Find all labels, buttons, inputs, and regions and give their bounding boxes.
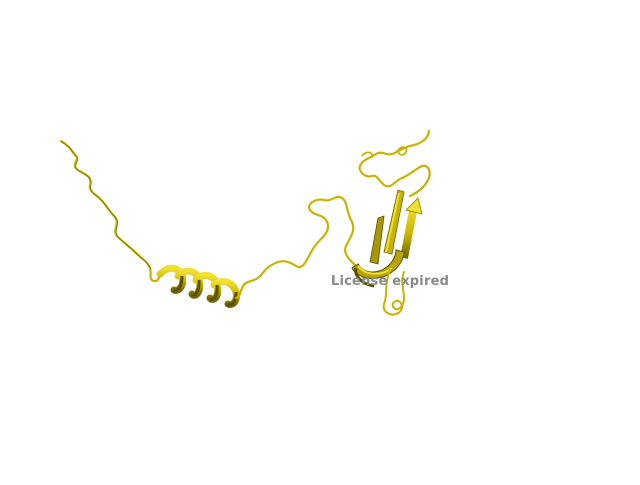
bottom-loop — [382, 269, 406, 316]
beta-sheet — [351, 189, 423, 288]
alpha-helix — [156, 264, 240, 308]
linker-coil — [234, 195, 358, 300]
license-watermark: License expired — [331, 274, 450, 289]
c-terminal-coil — [358, 129, 431, 198]
